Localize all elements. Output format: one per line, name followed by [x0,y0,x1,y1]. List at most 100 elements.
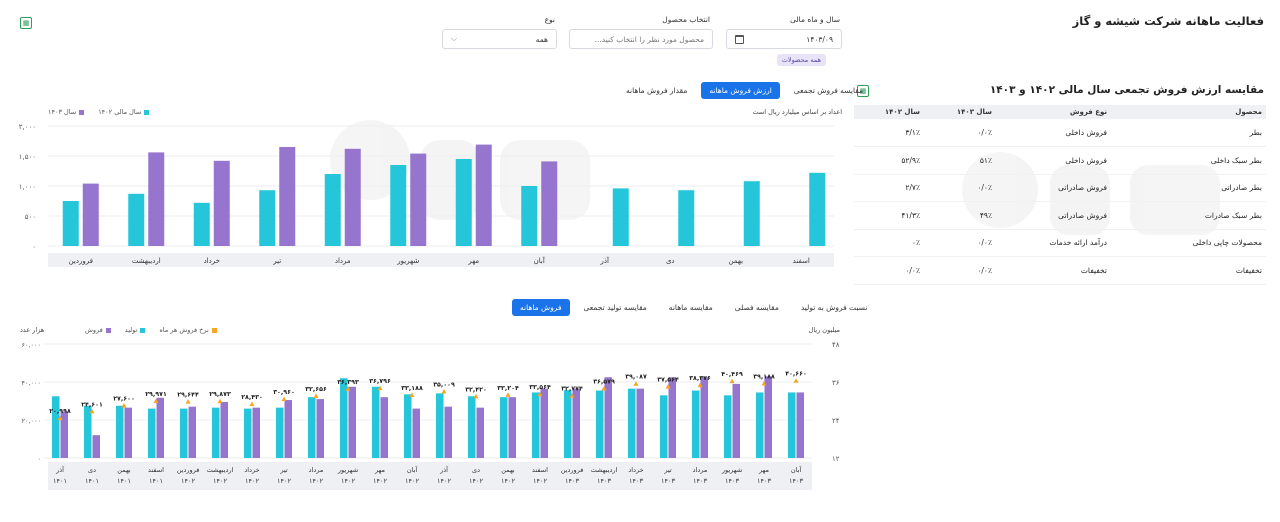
bar-sales[interactable] [572,388,581,458]
bar-sales[interactable] [252,407,261,458]
bar-sales[interactable] [732,383,741,458]
bar-1403[interactable] [148,152,165,246]
price-rate-marker[interactable] [665,384,671,389]
bar-sales[interactable] [348,386,357,458]
bar-production[interactable] [148,408,156,458]
bar-1403[interactable] [279,147,296,246]
price-rate-marker[interactable] [121,403,127,408]
price-rate-marker[interactable] [57,415,63,421]
bar-sales[interactable] [92,435,101,458]
bar-sales[interactable] [156,397,165,458]
bar-sales[interactable] [476,407,485,458]
legend-item-sales[interactable]: فروش [85,326,111,334]
bar-production[interactable] [84,405,92,458]
price-rate-marker[interactable] [89,408,95,414]
tab-monthly-value[interactable]: ارزش فروش ماهانه [701,82,780,99]
price-rate-marker[interactable] [537,391,543,397]
bar-1403[interactable] [213,160,230,246]
price-rate-marker[interactable] [249,401,255,406]
bar-sales[interactable] [60,411,69,458]
bar-production[interactable] [532,392,540,458]
bar-sales[interactable] [412,408,421,458]
tab-monthly-comparison[interactable]: مقایسه ماهانه [668,303,713,312]
price-rate-marker[interactable] [217,398,223,404]
bar-1402[interactable] [390,165,407,246]
bar-1402[interactable] [743,181,760,246]
bar-production[interactable] [788,392,796,458]
bar-sales[interactable] [796,392,805,458]
bar-production[interactable] [308,397,316,458]
bar-production[interactable] [276,407,284,458]
excel-export-icon[interactable]: ▦ [20,17,32,29]
legend-item-production[interactable]: تولید [125,326,146,334]
bar-production[interactable] [180,408,188,458]
price-rate-marker[interactable] [697,382,703,388]
bar-1402[interactable] [612,188,629,246]
bar-production[interactable] [436,393,444,458]
bar-production[interactable] [500,397,508,458]
price-rate-marker[interactable] [441,388,447,394]
bar-production[interactable] [692,390,700,458]
bar-production[interactable] [116,405,124,458]
tab-quarterly-comparison[interactable]: مقایسه فصلی [734,303,779,312]
bar-production[interactable] [468,396,476,458]
price-rate-marker[interactable] [345,386,351,391]
bar-production[interactable] [628,388,636,458]
bar-1402[interactable] [193,202,210,246]
legend-item-1402[interactable]: سال مالی ۱۴۰۲ [98,108,150,116]
bar-production[interactable] [596,390,604,458]
legend-item-1403[interactable]: سال ۱۴۰۳ [48,108,85,116]
tab-cumulative-comparison[interactable]: مقایسه فروش تجمعی [793,86,864,95]
tab-cumulative-production[interactable]: مقایسه تولید تجمعی [583,303,647,312]
tab-sales-production-ratio[interactable]: نسبت فروش به تولید [800,303,868,312]
bar-sales[interactable] [508,397,517,458]
bar-sales[interactable] [284,400,293,458]
bar-1403[interactable] [344,148,361,246]
price-rate-marker[interactable] [185,399,191,404]
bar-sales[interactable] [604,377,613,458]
all-products-chip[interactable]: همه محصولات [776,54,826,66]
price-rate-marker[interactable] [281,396,287,402]
bar-sales[interactable] [124,407,133,458]
bar-production[interactable] [212,407,220,458]
bar-1402[interactable] [809,172,826,246]
bar-1403[interactable] [410,153,427,246]
bar-production[interactable] [372,386,380,458]
bar-production[interactable] [724,395,732,458]
price-rate-marker[interactable] [505,392,511,397]
price-rate-marker[interactable] [793,378,799,383]
bar-1403[interactable] [541,161,558,246]
bar-1403[interactable] [475,144,492,246]
bar-sales[interactable] [316,399,325,458]
year-month-picker[interactable]: ۱۴۰۳/۰۹ [726,29,842,49]
bar-1402[interactable] [678,190,695,246]
excel-export-icon-table[interactable]: ▦ [857,85,869,97]
price-rate-marker[interactable] [473,393,479,399]
bar-sales[interactable] [540,388,549,458]
price-rate-marker[interactable] [633,381,639,386]
bar-production[interactable] [564,390,572,458]
bar-sales[interactable] [188,406,197,458]
price-rate-marker[interactable] [153,398,159,404]
bar-sales[interactable] [380,397,389,458]
bar-production[interactable] [244,408,252,458]
bar-1403[interactable] [82,183,99,246]
bar-1402[interactable] [128,193,145,246]
bar-production[interactable] [52,396,60,458]
bar-1402[interactable] [324,174,341,246]
bar-1402[interactable] [259,190,276,246]
legend-item-price-rate[interactable]: نرخ فروش هر ماه [159,326,217,334]
price-rate-marker[interactable] [761,381,767,386]
type-select[interactable]: همه ⌵ [442,29,557,49]
price-rate-marker[interactable] [729,378,735,384]
bar-sales[interactable] [764,376,773,458]
bar-production[interactable] [756,392,764,458]
product-select[interactable]: محصول مورد نظر را انتخاب کنید... [569,29,713,49]
price-rate-marker[interactable] [377,385,383,391]
bar-sales[interactable] [636,388,645,458]
price-rate-marker[interactable] [601,385,607,391]
price-rate-marker[interactable] [313,393,319,398]
bar-production[interactable] [404,394,412,458]
bar-1402[interactable] [455,159,472,246]
price-rate-marker[interactable] [569,393,575,398]
